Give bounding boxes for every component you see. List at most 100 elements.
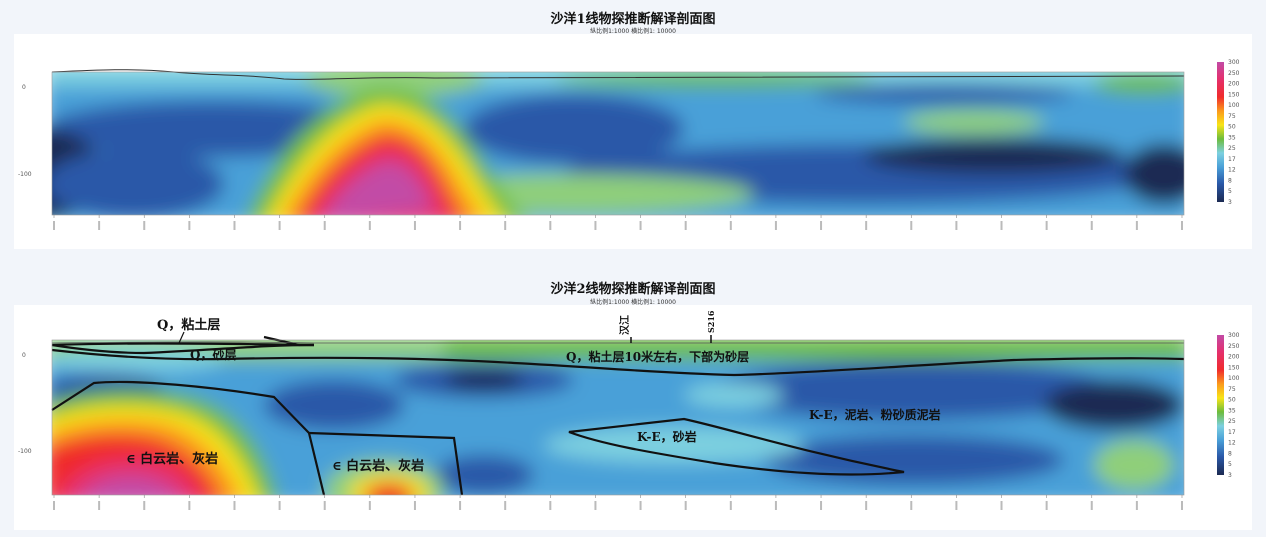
x-tick-label: [1090, 221, 1093, 230]
chart2-boundaries: [51, 335, 1185, 496]
x-tick-label: [684, 501, 687, 510]
x-tick-label: [1135, 221, 1138, 230]
chart2-colorbar-labels: 300 250 200 150 100 75 50 35 25 17 12 8 5 3: [1228, 332, 1240, 479]
x-tick-label: [413, 221, 416, 230]
colorbar-tick-label: 25: [1228, 145, 1236, 152]
x-tick-label: [233, 501, 236, 510]
x-tick-label: [368, 221, 371, 230]
label-road: S216: [706, 310, 716, 333]
x-tick-label: [820, 501, 823, 510]
x-tick-label: [53, 221, 55, 230]
x-tick-label: [1045, 501, 1048, 510]
chart1-panel: 0 -100 300 250 200 150 100 75 50 35 25 17 12 8 5 3: [14, 34, 1252, 249]
x-tick-label: [278, 221, 281, 230]
colorbar-tick-label: 3: [1228, 472, 1232, 479]
x-tick-label: [594, 221, 597, 230]
colorbar-tick-label: 250: [1228, 70, 1240, 77]
x-tick-label: [684, 221, 687, 230]
x-tick-label: [910, 221, 913, 230]
chart2-panel: Q，粘土层 Q，砂层 Q，粘土层10米左右，下部为砂层 K-E，砂岩 K-E，泥…: [14, 305, 1252, 530]
label-q-clay: Q，粘土层: [157, 317, 220, 333]
x-tick-label: [188, 221, 191, 230]
colorbar-tick-label: 8: [1228, 450, 1232, 457]
x-tick-label: [459, 221, 462, 230]
colorbar-tick-label: 35: [1228, 134, 1236, 141]
label-ke-sand: K-E，砂岩: [637, 429, 697, 444]
chart2-title: 沙洋2线物探推断解译剖面图: [550, 282, 716, 297]
x-tick-label: [639, 221, 642, 230]
chart2-ytick: 0: [22, 352, 26, 359]
x-tick-label: [774, 221, 777, 230]
x-tick-label: [53, 501, 55, 510]
x-tick-label: [865, 221, 868, 230]
chart2-svg: Q，粘土层 Q，砂层 Q，粘土层10米左右，下部为砂层 K-E，砂岩 K-E，泥…: [18, 310, 1240, 510]
chart1-ytick: 0: [22, 84, 26, 91]
chart1-svg: 0 -100 300 250 200 150 100 75 50 35 25 17 12 8 5 3: [18, 59, 1240, 230]
colorbar-tick-label: 5: [1228, 188, 1232, 195]
colorbar-tick-label: 3: [1228, 199, 1232, 206]
colorbar-tick-label: 200: [1228, 354, 1240, 361]
colorbar-tick-label: 35: [1228, 407, 1236, 414]
x-tick-label: [1181, 221, 1183, 230]
chart1-heatmap: [52, 72, 1184, 215]
x-tick-label: [729, 221, 732, 230]
x-tick-label: [413, 501, 416, 510]
chart1-title: 沙洋1线物探推断解译剖面图: [550, 12, 716, 27]
x-tick-label: [955, 501, 958, 510]
x-tick-label: [504, 221, 507, 230]
label-river: 汉江: [618, 315, 631, 335]
x-tick-label: [459, 501, 462, 510]
colorbar-tick-label: 100: [1228, 375, 1240, 382]
x-tick-label: [278, 501, 281, 510]
colorbar-tick-label: 300: [1228, 59, 1240, 66]
x-tick-label: [549, 221, 552, 230]
x-tick-label: [1181, 501, 1183, 510]
colorbar-tick-label: 75: [1228, 386, 1236, 393]
chart1-xaxis: [53, 215, 1183, 230]
x-tick-label: [188, 501, 191, 510]
x-tick-label: [323, 501, 326, 510]
x-tick-label: [143, 501, 146, 510]
x-tick-label: [910, 501, 913, 510]
x-tick-label: [504, 501, 507, 510]
x-tick-label: [1000, 221, 1003, 230]
colorbar-tick-label: 75: [1228, 113, 1236, 120]
colorbar-tick-label: 250: [1228, 343, 1240, 350]
x-tick-label: [98, 501, 101, 510]
label-dolomite-2: ∈ 白云岩、灰岩: [332, 458, 424, 474]
colorbar-tick-label: 200: [1228, 81, 1240, 88]
x-tick-label: [143, 221, 146, 230]
chart2-colorbar: [1217, 335, 1224, 475]
chart1-colorbar: [1217, 62, 1224, 202]
label-q-main: Q，粘土层10米左右，下部为砂层: [566, 349, 749, 364]
label-dolomite-1: ∈ 白云岩、灰岩: [126, 451, 218, 467]
colorbar-tick-label: 8: [1228, 177, 1232, 184]
x-tick-label: [729, 501, 732, 510]
label-q-sand: Q，砂层: [190, 347, 236, 362]
x-tick-label: [1000, 501, 1003, 510]
x-tick-label: [1090, 501, 1093, 510]
colorbar-tick-label: 100: [1228, 102, 1240, 109]
x-tick-label: [865, 501, 868, 510]
colorbar-tick-label: 150: [1228, 364, 1240, 371]
chart2-ytick: -100: [18, 448, 32, 455]
x-tick-label: [233, 221, 236, 230]
colorbar-tick-label: 5: [1228, 461, 1232, 468]
x-tick-label: [774, 501, 777, 510]
colorbar-tick-label: 50: [1228, 124, 1236, 131]
chart1-ytick: -100: [18, 171, 32, 178]
x-tick-label: [1045, 221, 1048, 230]
x-tick-label: [549, 501, 552, 510]
label-ke-mud: K-E，泥岩、粉砂质泥岩: [809, 407, 941, 422]
x-tick-label: [323, 221, 326, 230]
colorbar-tick-label: 25: [1228, 418, 1236, 425]
x-tick-label: [368, 501, 371, 510]
x-tick-label: [98, 221, 101, 230]
x-tick-label: [955, 221, 958, 230]
chart1-subtitle: 纵比例1:1000 横比例1: 10000: [590, 28, 676, 35]
colorbar-tick-label: 12: [1228, 440, 1236, 447]
chart2-subtitle: 纵比例1:1000 横比例1: 10000: [590, 299, 676, 306]
colorbar-tick-label: 50: [1228, 397, 1236, 404]
chart1-colorbar-labels: 300 250 200 150 100 75 50 35 25 17 12 8 5 3: [1228, 59, 1240, 206]
x-tick-label: [639, 501, 642, 510]
